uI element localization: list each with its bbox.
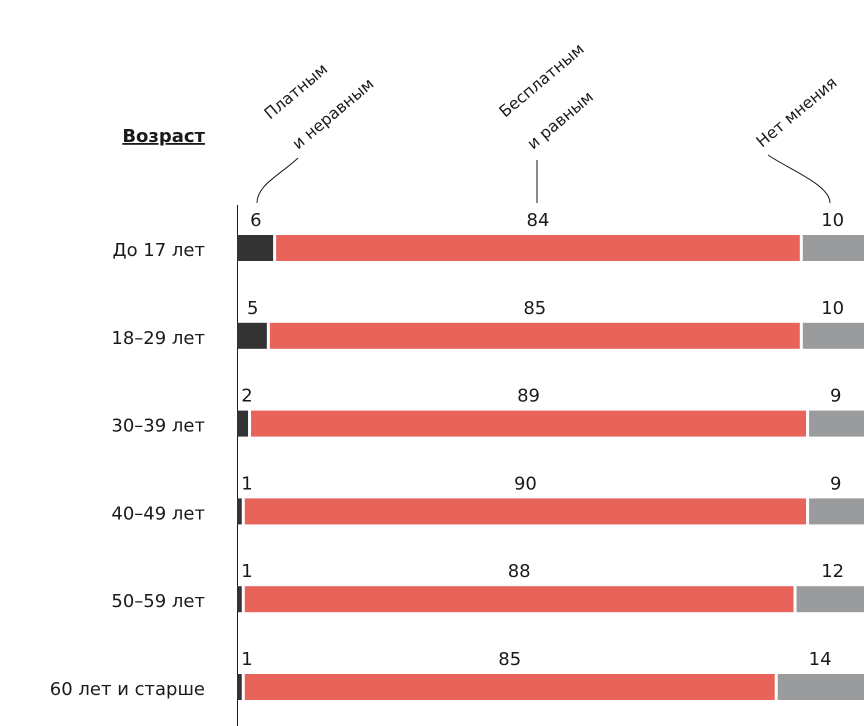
value-label: 85 [498,649,521,670]
category-label: До 17 лет [113,240,206,261]
category-label: 40–49 лет [111,503,205,524]
value-label: 1 [241,649,252,670]
bar-segment [237,322,267,349]
category-label: 50–59 лет [111,591,205,612]
value-label: 2 [241,386,252,407]
bar-segment [237,410,249,437]
value-label: 88 [508,561,531,582]
value-label: 9 [830,473,841,494]
bar-segment [237,235,274,261]
value-label: 89 [517,386,540,407]
bar-segment [244,498,807,525]
bar-segment [237,674,242,700]
value-label: 10 [821,298,844,319]
bar-segment [276,235,800,261]
value-label: 9 [830,386,841,407]
value-label: 6 [250,210,261,231]
value-label: 14 [809,649,832,670]
value-label: 1 [241,473,252,494]
bar-segment [809,410,864,437]
bar-segment [269,322,800,349]
category-label: 60 лет и старше [50,679,205,700]
leader-line [767,154,831,204]
bar-segment [809,498,864,525]
bar-segment [244,586,794,613]
value-label: 10 [821,210,844,231]
value-label: 5 [247,298,258,319]
category-label: 18–29 лет [111,328,205,349]
bar-segment [244,674,775,700]
category-label: 30–39 лет [111,416,205,437]
bar-segment [237,586,242,613]
leader-line [256,157,299,204]
bar-segment [777,674,864,700]
axis-label: Возраст [122,126,205,147]
bar-segment [237,498,242,525]
value-label: 12 [821,561,844,582]
value-label: 90 [514,473,537,494]
value-label: 1 [241,561,252,582]
bar-segment [802,322,864,349]
value-label: 85 [523,298,546,319]
bar-segment [796,586,864,613]
bar-segment [251,410,807,437]
bar-segment [802,235,864,261]
value-label: 84 [527,210,550,231]
